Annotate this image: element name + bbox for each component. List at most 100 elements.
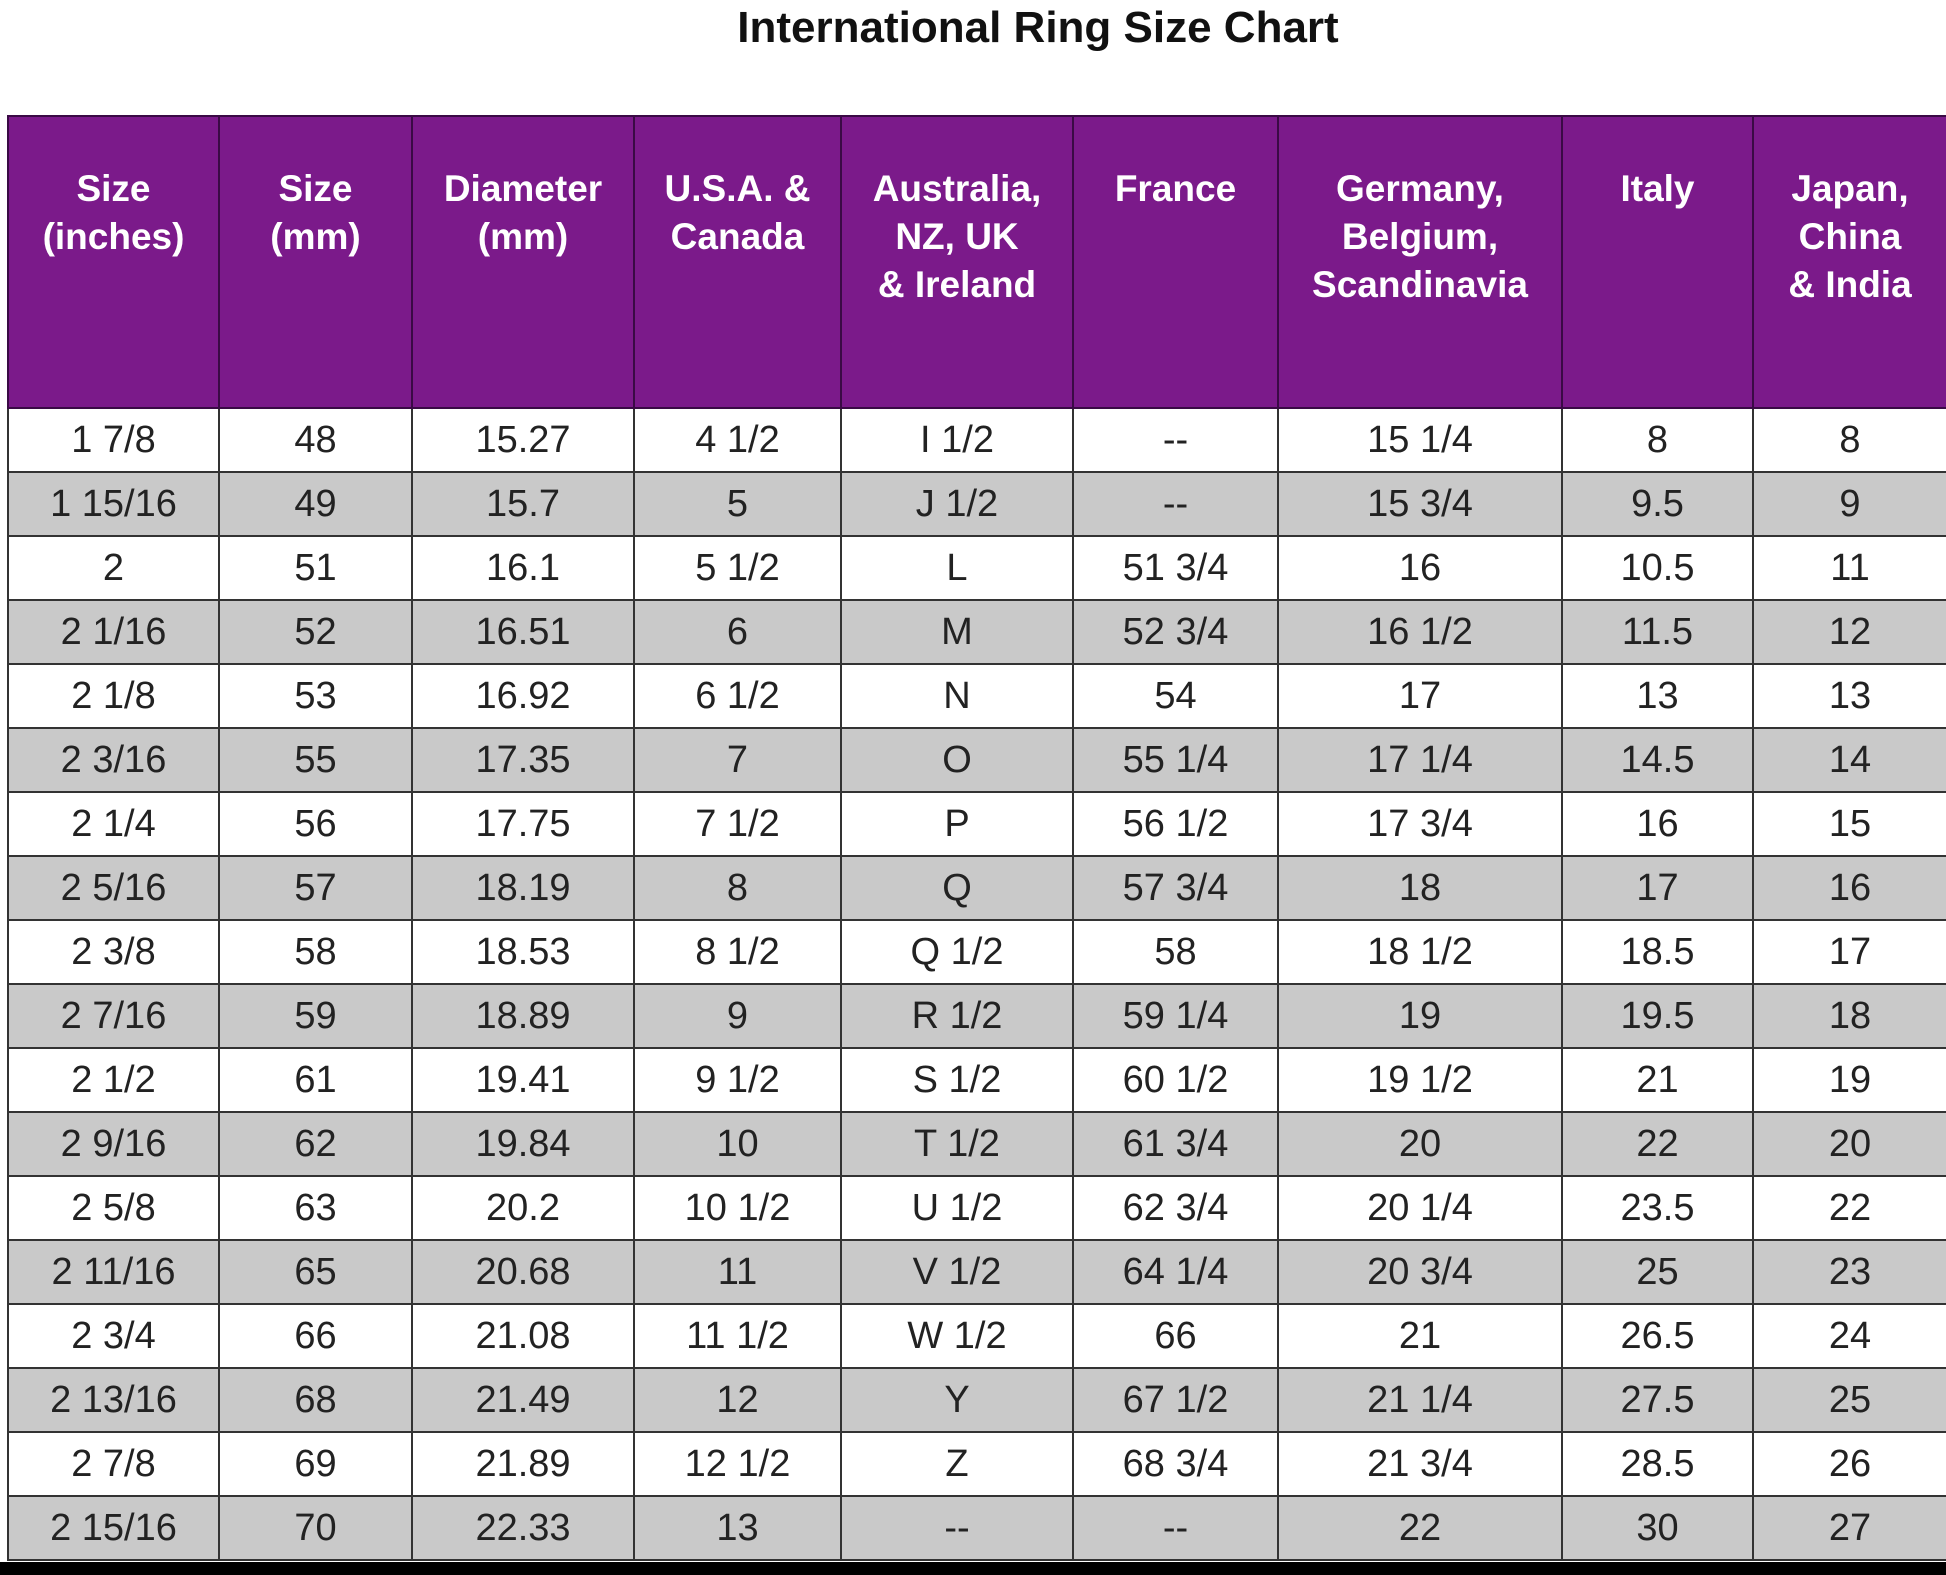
table-row: 2 1/2 61 19.41 9 1/2 S 1/2 60 1/2 19 1/2 21 19 [7, 1047, 1946, 1113]
table-cell: 17 1/4 [1277, 727, 1563, 793]
table-cell: 2 3/8 [7, 919, 220, 985]
table-cell: 4 1/2 [633, 407, 842, 473]
column-header: Japan, China & India [1752, 115, 1946, 409]
table-cell: 18 [1277, 855, 1563, 921]
column-header: Australia, NZ, UK & Ireland [840, 115, 1074, 409]
table-cell: 1 15/16 [7, 471, 220, 537]
table-cell: 2 7/8 [7, 1431, 220, 1497]
table-cell: 2 1/16 [7, 599, 220, 665]
table-cell: 68 [218, 1367, 413, 1433]
table-cell: 22 [1277, 1495, 1563, 1561]
table-cell: 58 [218, 919, 413, 985]
table-cell: 23 [1752, 1239, 1946, 1305]
table-cell: 65 [218, 1239, 413, 1305]
table-cell: L [840, 535, 1074, 601]
bottom-bar [0, 1562, 1946, 1575]
table-cell: 21.89 [411, 1431, 635, 1497]
table-cell: 63 [218, 1175, 413, 1241]
table-cell: O [840, 727, 1074, 793]
table-cell: 8 [633, 855, 842, 921]
table-cell: Q 1/2 [840, 919, 1074, 985]
table-cell: 51 [218, 535, 413, 601]
table-row: 2 9/16 62 19.84 10 T 1/2 61 3/4 20 22 20 [7, 1111, 1946, 1177]
table-cell: Z [840, 1431, 1074, 1497]
table-cell: 17.75 [411, 791, 635, 857]
table-cell: 25 [1561, 1239, 1754, 1305]
table-cell: 18.5 [1561, 919, 1754, 985]
table-cell: 59 1/4 [1072, 983, 1279, 1049]
table-cell: 20 [1277, 1111, 1563, 1177]
table-cell: -- [1072, 407, 1279, 473]
table-cell: 2 3/4 [7, 1303, 220, 1369]
table-cell: 26 [1752, 1431, 1946, 1497]
table-cell: 49 [218, 471, 413, 537]
table-cell: 19.5 [1561, 983, 1754, 1049]
table-cell: 2 11/16 [7, 1239, 220, 1305]
table-row: 2 1/8 53 16.92 6 1/2 N 54 17 13 13 [7, 663, 1946, 729]
table-cell: 56 1/2 [1072, 791, 1279, 857]
table-row: 1 7/8 48 15.27 4 1/2 I 1/2 -- 15 1/4 8 8 [7, 407, 1946, 473]
table-cell: 7 [633, 727, 842, 793]
table-cell: S 1/2 [840, 1047, 1074, 1113]
table-cell: 8 [1561, 407, 1754, 473]
table-row: 2 3/8 58 18.53 8 1/2 Q 1/2 58 18 1/2 18.5 17 [7, 919, 1946, 985]
table-cell: 8 [1752, 407, 1946, 473]
table-cell: 61 [218, 1047, 413, 1113]
table-cell: 22 [1752, 1175, 1946, 1241]
table-cell: 18 [1752, 983, 1946, 1049]
table-cell: 57 [218, 855, 413, 921]
table-row: 2 3/16 55 17.35 7 O 55 1/4 17 1/4 14.5 14 [7, 727, 1946, 793]
column-header: U.S.A. & Canada [633, 115, 842, 409]
table-cell: 22.33 [411, 1495, 635, 1561]
table-cell: 2 13/16 [7, 1367, 220, 1433]
table-cell: 69 [218, 1431, 413, 1497]
table-row: 2 5/16 57 18.19 8 Q 57 3/4 18 17 16 [7, 855, 1946, 921]
table-row: 2 13/16 68 21.49 12 Y 67 1/2 21 1/4 27.5 25 [7, 1367, 1946, 1433]
table-cell: 16 1/2 [1277, 599, 1563, 665]
table-cell: 10.5 [1561, 535, 1754, 601]
column-header: Diameter (mm) [411, 115, 635, 409]
column-header: Italy [1561, 115, 1754, 409]
column-header: Size (inches) [7, 115, 220, 409]
table-cell: 2 1/8 [7, 663, 220, 729]
table-cell: 21 [1561, 1047, 1754, 1113]
table-cell: 13 [1561, 663, 1754, 729]
table-row: 2 7/16 59 18.89 9 R 1/2 59 1/4 19 19.5 18 [7, 983, 1946, 1049]
table-cell: 6 [633, 599, 842, 665]
table-cell: -- [1072, 1495, 1279, 1561]
table-cell: 68 3/4 [1072, 1431, 1279, 1497]
table-cell: 16 [1752, 855, 1946, 921]
table-cell: 70 [218, 1495, 413, 1561]
table-cell: 18.53 [411, 919, 635, 985]
table-cell: 14 [1752, 727, 1946, 793]
table-cell: 16.1 [411, 535, 635, 601]
table-cell: 18.19 [411, 855, 635, 921]
table-row: 2 11/16 65 20.68 11 V 1/2 64 1/4 20 3/4 25 23 [7, 1239, 1946, 1305]
table-cell: 25 [1752, 1367, 1946, 1433]
table-cell: 9 [1752, 471, 1946, 537]
table-cell: -- [1072, 471, 1279, 537]
table-cell: W 1/2 [840, 1303, 1074, 1369]
table-row: 1 15/16 49 15.7 5 J 1/2 -- 15 3/4 9.5 9 [7, 471, 1946, 537]
table-cell: 9 1/2 [633, 1047, 842, 1113]
table-cell: 24 [1752, 1303, 1946, 1369]
table-cell: 30 [1561, 1495, 1754, 1561]
table-cell: 2 1/4 [7, 791, 220, 857]
table-cell: 66 [1072, 1303, 1279, 1369]
table-cell: 15 [1752, 791, 1946, 857]
table-cell: 21.49 [411, 1367, 635, 1433]
table-cell: 6 1/2 [633, 663, 842, 729]
table-cell: 16.51 [411, 599, 635, 665]
table-cell: 8 1/2 [633, 919, 842, 985]
table-cell: 21 1/4 [1277, 1367, 1563, 1433]
table-cell: V 1/2 [840, 1239, 1074, 1305]
table-cell: 12 [1752, 599, 1946, 665]
table-cell: 19 1/2 [1277, 1047, 1563, 1113]
table-cell: 62 [218, 1111, 413, 1177]
table-cell: 13 [1752, 663, 1946, 729]
table-row: 2 51 16.1 5 1/2 L 51 3/4 16 10.5 11 [7, 535, 1946, 601]
table-cell: 9 [633, 983, 842, 1049]
table-cell: P [840, 791, 1074, 857]
table-cell: 66 [218, 1303, 413, 1369]
